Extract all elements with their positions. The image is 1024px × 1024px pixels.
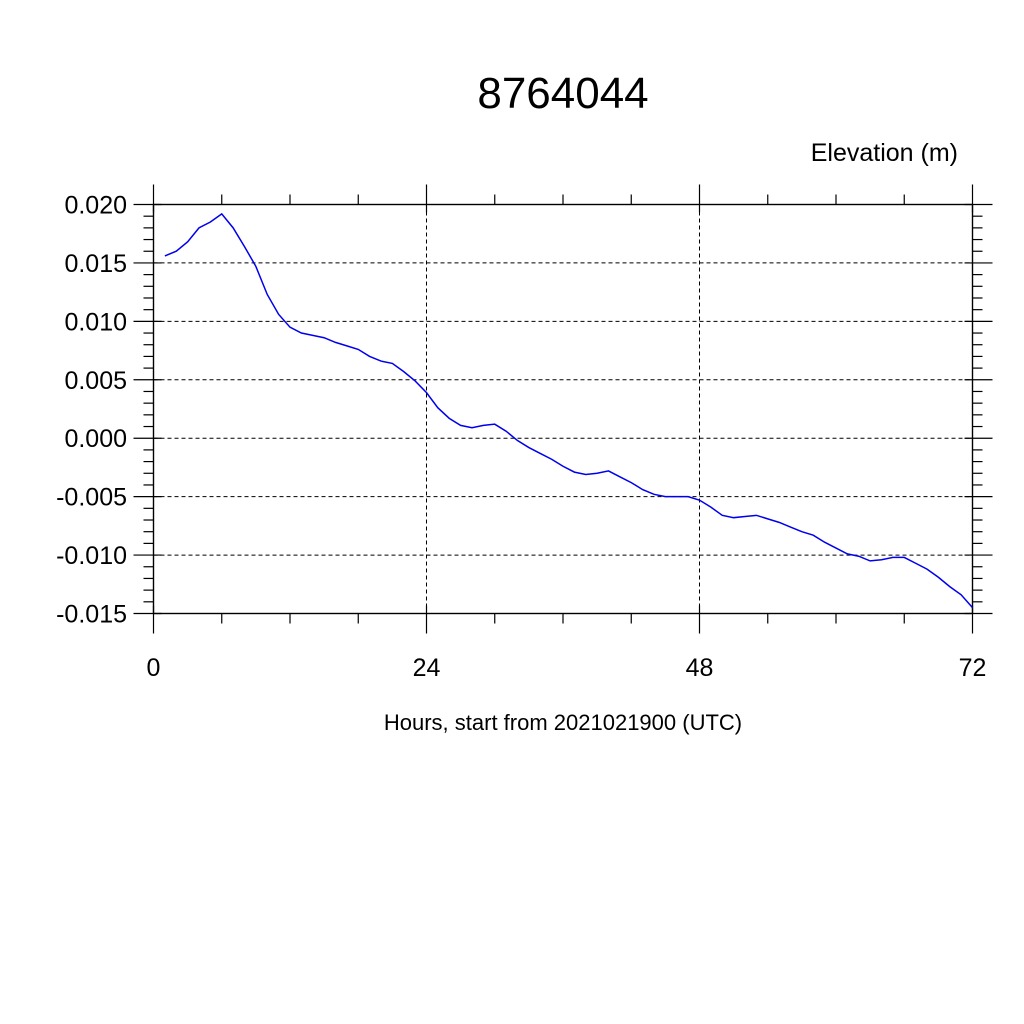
series-line-0 xyxy=(164,212,974,609)
x-tick-labels: 0 24 48 72 xyxy=(147,654,987,682)
y-tick-labels: 0.020 0.015 0.010 0.005 0.000 -0.005 -0.010 -0.… xyxy=(56,192,127,629)
y-tick-label-0.000: 0.000 xyxy=(64,425,127,453)
unit-label: Elevation (m) xyxy=(811,139,958,167)
x-tick-label-24: 24 xyxy=(413,654,441,682)
y-tick-label-0.010: 0.010 xyxy=(64,308,127,336)
x-tick-label-48: 48 xyxy=(686,654,714,682)
x-axis-label: Hours, start from 2021021900 (UTC) xyxy=(384,710,742,735)
y-tick-label-0.005: 0.005 xyxy=(64,367,127,395)
series-layer xyxy=(164,212,974,609)
y-tick-label-0.015: 0.015 xyxy=(64,250,127,278)
plot-frame xyxy=(152,203,974,615)
minor-ticks xyxy=(143,194,983,624)
y-tick-label--0.015: -0.015 xyxy=(56,601,127,629)
y-tick-label--0.005: -0.005 xyxy=(56,484,127,512)
y-tick-label--0.010: -0.010 xyxy=(56,542,127,570)
x-tick-label-0: 0 xyxy=(147,654,161,682)
x-tick-label-72: 72 xyxy=(959,654,987,682)
major-ticks xyxy=(133,184,993,634)
y-tick-label-0.020: 0.020 xyxy=(64,192,127,220)
chart-title: 8764044 xyxy=(477,69,648,118)
grid-lines xyxy=(153,204,973,614)
